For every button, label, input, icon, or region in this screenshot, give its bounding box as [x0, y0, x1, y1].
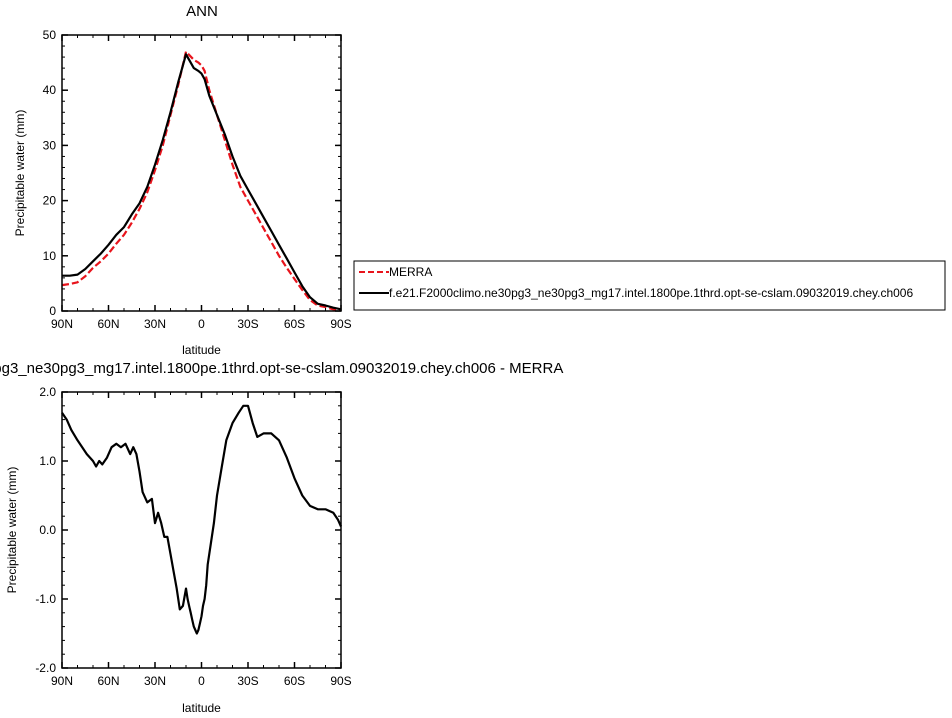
top-panel: ANN 90N 60N 30N 0 30S 60S 90S 0 10 20 30 40 50 latit… — [13, 3, 352, 357]
top-x-tick-label: 0 — [198, 317, 205, 331]
legend-label-model: f.e21.F2000climo.ne30pg3_ne30pg3_mg17.in… — [389, 286, 913, 300]
bottom-axes-group: 90N 60N 30N 0 30S 60S 90S 2.0 1.0 0.0 -1.0 -2.0 — [35, 385, 351, 688]
top-y-tick-label: 30 — [43, 138, 57, 152]
top-y-tick-label: 0 — [49, 304, 56, 318]
top-y-tick-label: 10 — [43, 249, 57, 263]
legend: MERRA f.e21.F2000climo.ne30pg3_ne30pg3_m… — [353, 260, 946, 311]
bottom-panel: f.e21.F2000climo.ne30pg3_ne30pg3_mg17.in… — [0, 360, 563, 715]
top-y-tick-label: 50 — [43, 28, 57, 42]
top-x-tick-label: 60N — [97, 317, 119, 331]
top-plot-frame — [61, 34, 342, 312]
top-chart-title: ANN — [186, 3, 218, 20]
bottom-series-group — [61, 404, 343, 635]
legend-label-merra: MERRA — [389, 265, 432, 279]
top-series-line-0 — [61, 50, 342, 312]
bottom-x-tick-label: 30N — [144, 674, 166, 688]
bottom-x-tick-label: 0 — [198, 674, 205, 688]
bottom-plot-frame — [61, 391, 342, 669]
top-x-tick-label: 30N — [144, 317, 166, 331]
bottom-x-tick-label: 90N — [51, 674, 73, 688]
top-x-axis-label: latitude — [182, 343, 221, 357]
top-x-tick-label: 90S — [330, 317, 351, 331]
bottom-x-tick-label: 60S — [284, 674, 305, 688]
top-axes-group: 90N 60N 30N 0 30S 60S 90S 0 10 20 30 40 50 — [43, 28, 352, 331]
bottom-y-tick-label: -2.0 — [35, 661, 56, 675]
bottom-x-tick-label: 90S — [330, 674, 351, 688]
top-y-tick-label: 20 — [43, 194, 57, 208]
bottom-y-axis-label: Precipitable water (mm) — [5, 467, 19, 594]
top-y-axis-label: Precipitable water (mm) — [13, 110, 27, 237]
top-x-tick-label: 60S — [284, 317, 305, 331]
bottom-y-tick-label: 0.0 — [39, 523, 56, 537]
bottom-y-tick-label: 1.0 — [39, 454, 56, 468]
bottom-chart-title: f.e21.F2000climo.ne30pg3_ne30pg3_mg17.in… — [0, 360, 563, 377]
bottom-x-axis-label: latitude — [182, 701, 221, 715]
top-x-tick-label: 30S — [237, 317, 258, 331]
bottom-y-tick-label: -1.0 — [35, 592, 56, 606]
top-x-tick-label: 90N — [51, 317, 73, 331]
bottom-series-line-0 — [61, 404, 343, 635]
bottom-y-tick-label: 2.0 — [39, 385, 56, 399]
top-y-tick-label: 40 — [43, 83, 57, 97]
bottom-x-tick-label: 30S — [237, 674, 258, 688]
top-series-group — [61, 50, 342, 312]
bottom-x-tick-label: 60N — [97, 674, 119, 688]
legend-box — [353, 260, 946, 311]
top-series-line-1 — [62, 53, 342, 311]
